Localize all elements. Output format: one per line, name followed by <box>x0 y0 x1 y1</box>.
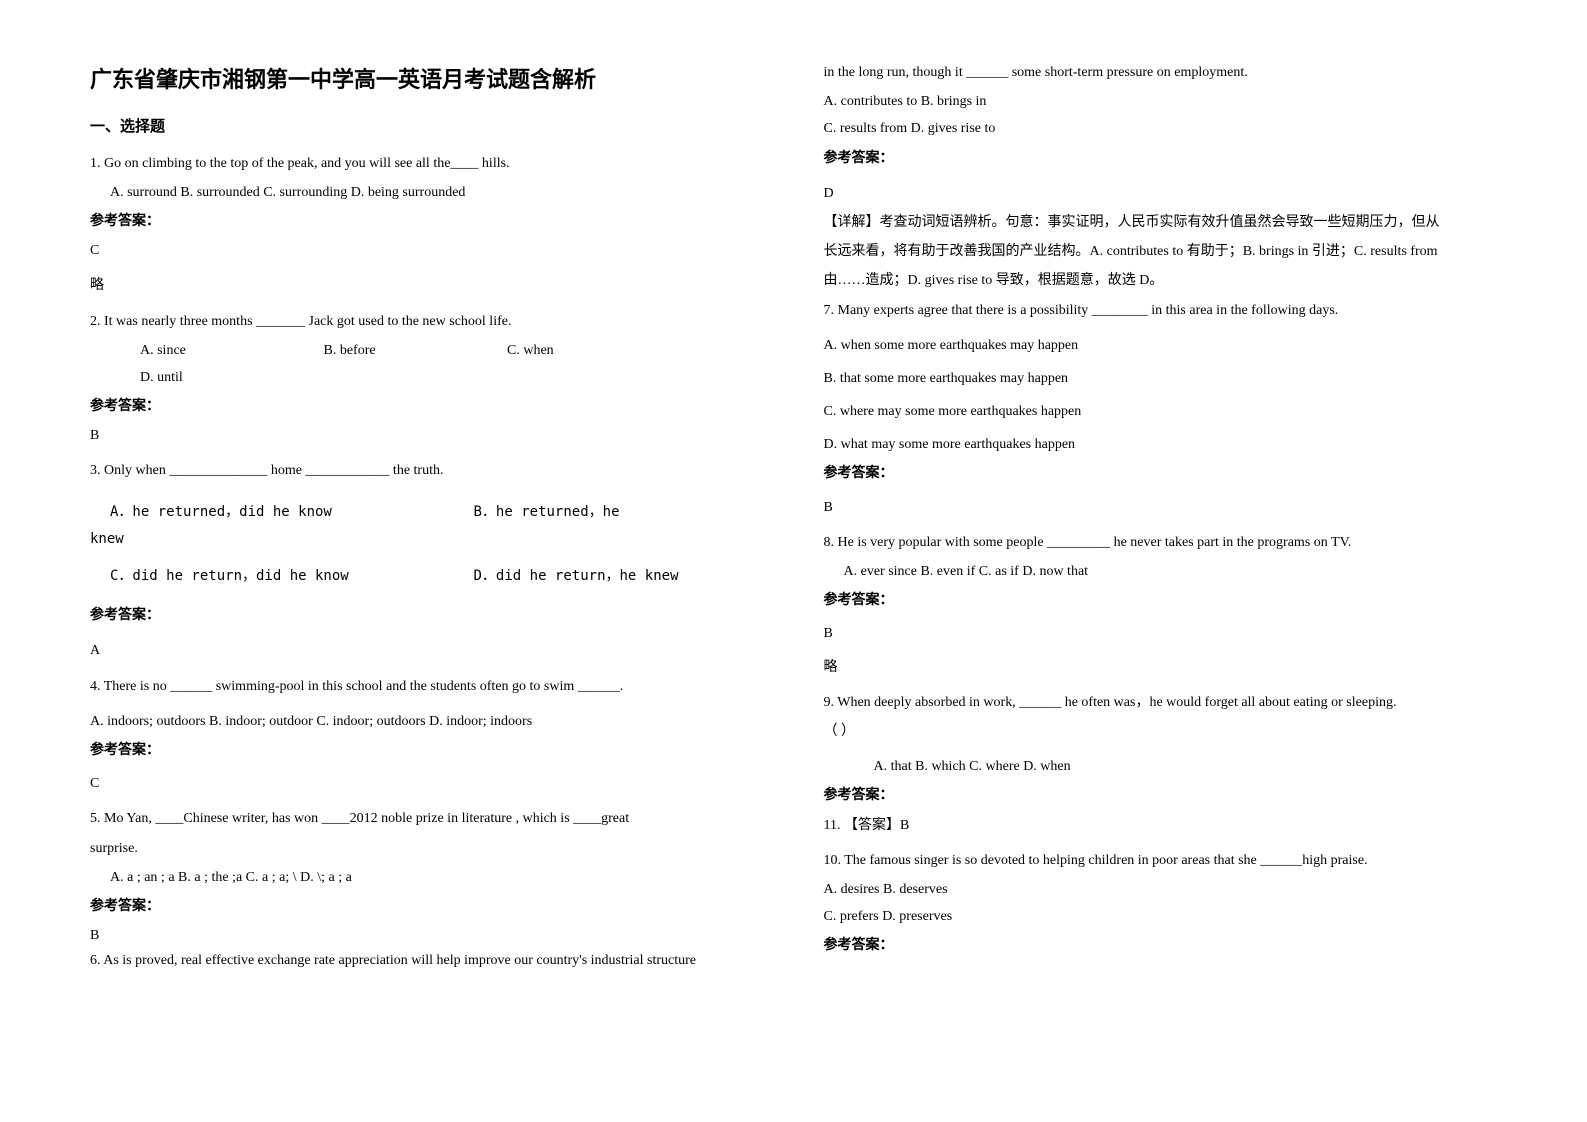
q3-optC: C．did he return，did he know <box>110 564 470 589</box>
q6-answer: D <box>824 181 1538 206</box>
q2-optC: C. when <box>507 338 554 363</box>
q1-answer: C <box>90 238 774 263</box>
q6-options2: C. results from D. gives rise to <box>824 116 1538 141</box>
q2-options-row1: A. since B. before C. when <box>90 338 774 363</box>
q8-options: A. ever since B. even if C. as if D. now… <box>824 559 1538 584</box>
q6-note2: 长远来看，将有助于改善我国的产业结构。A. contributes to 有助于… <box>824 239 1538 264</box>
q1-options: A. surround B. surrounded C. surrounding… <box>90 180 774 205</box>
section-heading: 一、选择题 <box>90 114 774 141</box>
q7-optC: C. where may some more earthquakes happe… <box>824 399 1538 424</box>
q7-optD: D. what may some more earthquakes happen <box>824 432 1538 457</box>
q4-options: A. indoors; outdoors B. indoor; outdoor … <box>90 709 774 734</box>
q7-answer: B <box>824 495 1538 520</box>
spacer <box>90 591 774 599</box>
q10-answer-label: 参考答案： <box>824 933 1538 958</box>
q8-answer-label: 参考答案： <box>824 588 1538 613</box>
spacer <box>824 426 1538 430</box>
q6-note1: 【详解】考查动词短语辨析。句意：事实证明，人民币实际有效升值虽然会导致一些短期压… <box>824 210 1538 235</box>
q3-answer-label: 参考答案： <box>90 603 774 628</box>
q7-optA: A. when some more earthquakes may happen <box>824 333 1538 358</box>
left-column: 广东省肇庆市湘钢第一中学高一英语月考试题含解析 一、选择题 1. Go on c… <box>90 60 814 1082</box>
q2-optB: B. before <box>324 338 504 363</box>
spacer <box>824 748 1538 752</box>
q7-stem: 7. Many experts agree that there is a po… <box>824 298 1538 323</box>
spacer <box>90 556 774 562</box>
q9-stem1: 9. When deeply absorbed in work, ______ … <box>824 690 1538 715</box>
q9-stem2: （ ） <box>824 719 1538 744</box>
q3-answer: A <box>90 638 774 663</box>
q9-answer-label: 参考答案： <box>824 783 1538 808</box>
q5-stem1: 5. Mo Yan, ____Chinese writer, has won _… <box>90 806 774 831</box>
q4-stem: 4. There is no ______ swimming-pool in t… <box>90 674 774 699</box>
q3-optA: A．he returned，did he know <box>110 500 470 525</box>
q8-stem: 8. He is very popular with some people _… <box>824 530 1538 555</box>
q3-optD: D．did he return，he knew <box>474 564 679 589</box>
q10-options1: A. desires B. deserves <box>824 877 1538 902</box>
q8-note: 略 <box>824 655 1538 680</box>
right-column: in the long run, though it ______ some s… <box>814 60 1538 1082</box>
q2-answer-label: 参考答案： <box>90 394 774 419</box>
q2-stem: 2. It was nearly three months _______ Ja… <box>90 309 774 334</box>
q1-stem: 1. Go on climbing to the top of the peak… <box>90 151 774 176</box>
q5-answer-label: 参考答案： <box>90 894 774 919</box>
q2-answer: B <box>90 423 774 448</box>
q3-options-row1: A．he returned，did he know B．he returned，… <box>90 500 774 525</box>
page: 广东省肇庆市湘钢第一中学高一英语月考试题含解析 一、选择题 1. Go on c… <box>0 0 1587 1122</box>
q6-stem1: 6. As is proved, real effective exchange… <box>90 948 774 973</box>
q3-knew: knew <box>90 527 774 552</box>
q6-answer-label: 参考答案： <box>824 146 1538 171</box>
spacer <box>90 703 774 707</box>
q7-answer-label: 参考答案： <box>824 461 1538 486</box>
q3-options-row2: C．did he return，did he know D．did he ret… <box>90 564 774 589</box>
q6-options1: A. contributes to B. brings in <box>824 89 1538 114</box>
q10-options2: C. prefers D. preserves <box>824 904 1538 929</box>
q5-options: A. a ; an ; a B. a ; the ;a C. a ; a; \ … <box>90 865 774 890</box>
spacer <box>824 327 1538 331</box>
q3-optB: B．he returned，he <box>474 500 620 525</box>
q1-answer-label: 参考答案： <box>90 209 774 234</box>
q6-note3: 由……造成；D. gives rise to 导致，根据题意，故选 D。 <box>824 268 1538 293</box>
spacer <box>90 488 774 498</box>
q4-answer: C <box>90 771 774 796</box>
q10-stem: 10. The famous singer is so devoted to h… <box>824 848 1538 873</box>
q1-note: 略 <box>90 273 774 298</box>
q9-answer: 11. 【答案】B <box>824 813 1538 838</box>
q8-answer: B <box>824 621 1538 646</box>
doc-title: 广东省肇庆市湘钢第一中学高一英语月考试题含解析 <box>90 60 774 100</box>
q2-optA: A. since <box>140 338 320 363</box>
q7-optB: B. that some more earthquakes may happen <box>824 366 1538 391</box>
spacer <box>824 393 1538 397</box>
q6-stem2: in the long run, though it ______ some s… <box>824 60 1538 85</box>
q5-stem2: surprise. <box>90 836 774 861</box>
q4-answer-label: 参考答案： <box>90 738 774 763</box>
q9-options: A. that B. which C. where D. when <box>824 754 1538 779</box>
q2-optD: D. until <box>90 365 774 390</box>
q3-stem: 3. Only when ______________ home _______… <box>90 458 774 483</box>
spacer <box>824 360 1538 364</box>
q5-answer: B <box>90 923 774 948</box>
